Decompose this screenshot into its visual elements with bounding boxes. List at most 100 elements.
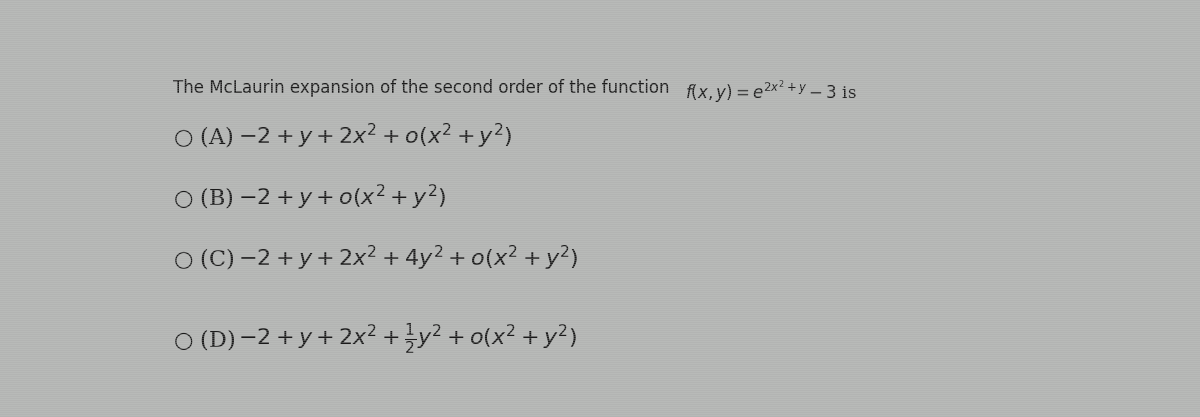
Bar bbox=[0, 40, 1200, 41]
Bar bbox=[0, 320, 1200, 321]
Bar bbox=[0, 124, 1200, 125]
Bar bbox=[0, 354, 1200, 355]
Bar bbox=[0, 18, 1200, 19]
Bar bbox=[0, 356, 1200, 357]
Bar bbox=[0, 360, 1200, 361]
Bar bbox=[0, 188, 1200, 189]
Bar bbox=[0, 126, 1200, 127]
Bar bbox=[0, 216, 1200, 217]
Bar bbox=[0, 176, 1200, 177]
Bar bbox=[0, 244, 1200, 245]
Bar bbox=[0, 248, 1200, 249]
Bar bbox=[0, 64, 1200, 65]
Bar bbox=[0, 406, 1200, 407]
Bar bbox=[0, 402, 1200, 403]
Bar bbox=[0, 358, 1200, 359]
Bar bbox=[0, 280, 1200, 281]
Bar bbox=[0, 334, 1200, 335]
Bar bbox=[0, 196, 1200, 197]
Bar bbox=[0, 322, 1200, 323]
Bar bbox=[0, 366, 1200, 367]
Bar bbox=[0, 170, 1200, 171]
Bar bbox=[0, 236, 1200, 237]
Text: $-2 + y + 2x^2 + o(x^2 + y^2)$: $-2 + y + 2x^2 + o(x^2 + y^2)$ bbox=[239, 122, 512, 151]
Bar bbox=[0, 288, 1200, 289]
Bar bbox=[0, 384, 1200, 385]
Bar bbox=[0, 154, 1200, 155]
Bar bbox=[0, 10, 1200, 11]
Bar bbox=[0, 250, 1200, 251]
Bar bbox=[0, 6, 1200, 7]
Text: $\bigcirc$ (A): $\bigcirc$ (A) bbox=[173, 124, 234, 149]
Bar bbox=[0, 306, 1200, 307]
Bar bbox=[0, 30, 1200, 31]
Bar bbox=[0, 318, 1200, 319]
Bar bbox=[0, 344, 1200, 345]
Bar bbox=[0, 66, 1200, 67]
Bar bbox=[0, 90, 1200, 91]
Bar bbox=[0, 148, 1200, 149]
Bar bbox=[0, 52, 1200, 53]
Bar bbox=[0, 14, 1200, 15]
Text: $-2 + y + o(x^2 + y^2)$: $-2 + y + o(x^2 + y^2)$ bbox=[239, 183, 446, 212]
Bar bbox=[0, 204, 1200, 205]
Bar bbox=[0, 78, 1200, 79]
Bar bbox=[0, 32, 1200, 33]
Bar bbox=[0, 166, 1200, 167]
Bar bbox=[0, 298, 1200, 299]
Bar bbox=[0, 88, 1200, 89]
Bar bbox=[0, 82, 1200, 83]
Bar bbox=[0, 4, 1200, 5]
Bar bbox=[0, 158, 1200, 159]
Bar bbox=[0, 328, 1200, 329]
Bar bbox=[0, 304, 1200, 305]
Text: The McLaurin expansion of the second order of the function: The McLaurin expansion of the second ord… bbox=[173, 79, 674, 97]
Bar bbox=[0, 404, 1200, 405]
Text: $f(x, y) = e^{2x^2+y} - 3$ is: $f(x, y) = e^{2x^2+y} - 3$ is bbox=[685, 79, 857, 106]
Bar bbox=[0, 122, 1200, 123]
Bar bbox=[0, 382, 1200, 383]
Bar bbox=[0, 24, 1200, 25]
Bar bbox=[0, 162, 1200, 163]
Bar bbox=[0, 350, 1200, 351]
Bar bbox=[0, 12, 1200, 13]
Text: $\bigcirc$ (D): $\bigcirc$ (D) bbox=[173, 327, 235, 352]
Bar bbox=[0, 114, 1200, 115]
Bar bbox=[0, 156, 1200, 157]
Bar bbox=[0, 208, 1200, 209]
Bar bbox=[0, 16, 1200, 17]
Bar bbox=[0, 362, 1200, 363]
Text: $-2 + y + 2x^2 + \frac{1}{2}y^2 + o(x^2 + y^2)$: $-2 + y + 2x^2 + \frac{1}{2}y^2 + o(x^2 … bbox=[239, 322, 577, 357]
Bar bbox=[0, 278, 1200, 279]
Bar bbox=[0, 268, 1200, 269]
Bar bbox=[0, 152, 1200, 153]
Bar bbox=[0, 94, 1200, 95]
Bar bbox=[0, 340, 1200, 341]
Bar bbox=[0, 134, 1200, 135]
Bar bbox=[0, 294, 1200, 295]
Bar bbox=[0, 46, 1200, 47]
Bar bbox=[0, 56, 1200, 57]
Bar bbox=[0, 164, 1200, 165]
Bar bbox=[0, 98, 1200, 99]
Bar bbox=[0, 232, 1200, 233]
Bar bbox=[0, 242, 1200, 243]
Bar bbox=[0, 352, 1200, 353]
Bar bbox=[0, 120, 1200, 121]
Bar bbox=[0, 146, 1200, 147]
Bar bbox=[0, 330, 1200, 331]
Bar bbox=[0, 210, 1200, 211]
Bar bbox=[0, 138, 1200, 139]
Bar bbox=[0, 266, 1200, 267]
Bar bbox=[0, 20, 1200, 21]
Bar bbox=[0, 38, 1200, 39]
Bar bbox=[0, 336, 1200, 337]
Bar bbox=[0, 76, 1200, 77]
Bar bbox=[0, 252, 1200, 253]
Bar bbox=[0, 230, 1200, 231]
Bar bbox=[0, 292, 1200, 293]
Bar bbox=[0, 70, 1200, 71]
Bar bbox=[0, 34, 1200, 35]
Bar bbox=[0, 284, 1200, 285]
Bar bbox=[0, 180, 1200, 181]
